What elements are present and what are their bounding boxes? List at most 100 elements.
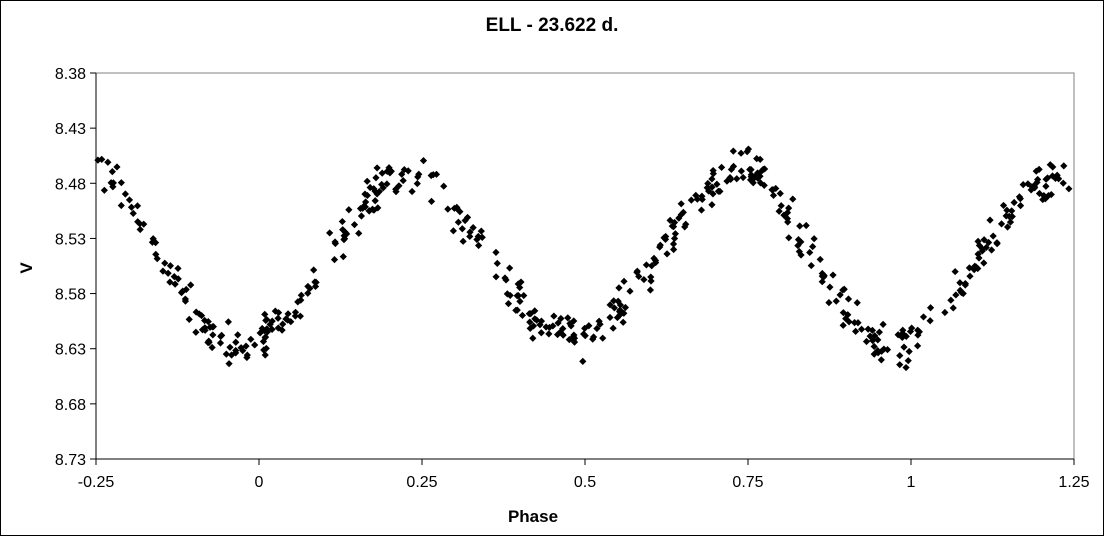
data-point xyxy=(737,167,745,175)
data-point xyxy=(226,343,234,351)
data-point xyxy=(258,324,266,333)
data-point xyxy=(599,334,607,342)
data-point xyxy=(871,332,879,340)
data-point xyxy=(760,181,768,189)
data-point xyxy=(926,304,935,312)
data-point xyxy=(579,357,587,365)
data-point xyxy=(606,301,614,309)
data-point xyxy=(746,176,755,184)
data-point xyxy=(826,283,834,291)
data-point xyxy=(975,254,983,262)
data-point xyxy=(986,216,994,224)
data-point xyxy=(988,246,996,254)
data-point xyxy=(727,165,735,174)
data-point xyxy=(902,363,910,372)
data-point xyxy=(853,299,861,307)
x-tick-label: 0.25 xyxy=(406,474,437,491)
data-point xyxy=(261,351,269,359)
data-point xyxy=(670,234,679,243)
y-tick-label: 8.53 xyxy=(55,231,86,248)
data-point xyxy=(450,204,458,212)
data-point xyxy=(432,170,441,178)
data-point xyxy=(839,321,847,329)
data-point xyxy=(670,245,678,254)
data-point xyxy=(458,225,466,233)
data-point xyxy=(806,248,814,257)
data-point xyxy=(947,296,955,304)
data-point xyxy=(663,250,671,258)
data-point xyxy=(677,200,685,208)
data-point xyxy=(581,332,589,340)
data-point xyxy=(537,317,546,325)
y-tick-label: 8.68 xyxy=(55,397,86,414)
data-point xyxy=(343,230,351,238)
data-point xyxy=(783,209,792,217)
data-point xyxy=(375,187,383,196)
data-point xyxy=(239,347,247,355)
data-point xyxy=(125,196,134,204)
x-axis-label: Phase xyxy=(507,507,559,526)
data-point xyxy=(914,331,922,339)
data-point xyxy=(326,229,334,237)
data-point xyxy=(117,201,125,210)
data-point xyxy=(679,208,687,216)
data-point xyxy=(136,225,144,234)
data-point xyxy=(104,158,112,166)
data-point xyxy=(559,324,567,333)
data-point xyxy=(829,271,837,279)
data-point xyxy=(709,190,717,198)
data-point xyxy=(839,309,847,317)
data-point xyxy=(633,268,641,276)
data-point xyxy=(809,242,817,251)
data-point xyxy=(818,278,826,286)
data-point xyxy=(493,259,501,267)
data-point xyxy=(365,207,373,215)
data-point xyxy=(566,319,574,328)
data-point xyxy=(195,310,203,318)
data-point xyxy=(204,317,212,326)
data-point xyxy=(440,182,448,190)
data-point xyxy=(279,320,287,328)
data-point xyxy=(952,291,960,299)
data-point xyxy=(475,241,483,250)
data-point xyxy=(926,317,934,325)
data-point xyxy=(606,313,614,322)
data-point xyxy=(816,255,824,264)
data-point xyxy=(371,197,379,205)
data-point xyxy=(537,329,545,337)
data-point xyxy=(626,287,634,295)
data-point xyxy=(789,195,797,203)
data-point xyxy=(370,206,378,214)
chart-title: ELL - 23.622 d. xyxy=(485,15,619,36)
data-point xyxy=(297,296,305,304)
data-point xyxy=(466,232,474,241)
data-point xyxy=(913,342,922,350)
data-point xyxy=(785,234,793,242)
data-point xyxy=(459,237,467,245)
data-point xyxy=(896,351,904,360)
data-point xyxy=(647,273,655,281)
data-point xyxy=(261,310,269,318)
data-point xyxy=(1008,207,1016,215)
data-point xyxy=(1044,191,1053,200)
data-point xyxy=(556,328,564,336)
data-point xyxy=(304,289,312,297)
data-point xyxy=(262,344,270,353)
data-point xyxy=(529,334,537,342)
data-point xyxy=(330,256,339,264)
data-point xyxy=(512,306,520,314)
data-point xyxy=(902,332,910,340)
data-point xyxy=(518,311,527,320)
data-point xyxy=(709,166,717,175)
data-point xyxy=(874,336,882,344)
data-point xyxy=(1042,175,1050,183)
x-tick-label: 0.5 xyxy=(574,474,596,491)
data-point xyxy=(1055,175,1063,183)
data-point xyxy=(492,248,500,256)
data-point xyxy=(713,180,721,188)
data-point xyxy=(768,186,776,194)
data-point xyxy=(129,209,137,217)
data-point xyxy=(161,259,169,267)
data-point xyxy=(775,207,783,215)
data-point xyxy=(372,174,380,182)
